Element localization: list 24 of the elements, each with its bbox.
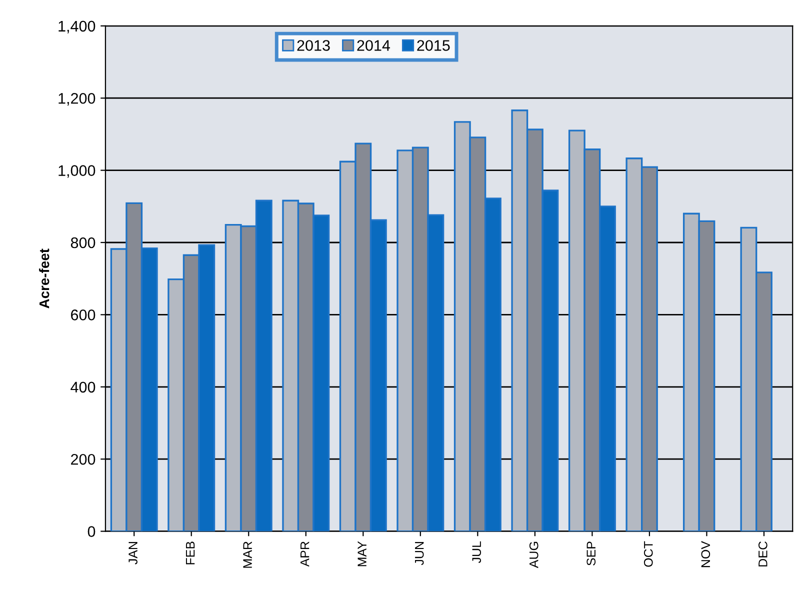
- y-tick-label: 400: [70, 382, 96, 393]
- y-tick-label: 600: [71, 310, 96, 320]
- legend-label: 2013: [297, 40, 330, 51]
- x-tick-label: JAN: [128, 542, 138, 564]
- x-tick-label: FEB: [186, 542, 195, 564]
- y-tick-label: 1,000: [58, 165, 96, 178]
- x-tick-label: OCT: [644, 541, 653, 567]
- y-tick-label: 800: [70, 237, 96, 248]
- legend-label: 2014: [357, 40, 390, 51]
- x-tick-label: SEP: [586, 542, 596, 566]
- x-tick-label: JUN: [415, 542, 424, 566]
- y-tick-label: 1,200: [58, 92, 96, 106]
- x-tick-label: DEC: [758, 541, 768, 566]
- y-tick-label: 200: [71, 454, 96, 465]
- x-tick-label: AUG: [529, 542, 538, 568]
- x-tick-label: MAR: [243, 542, 252, 568]
- x-tick-label: NOV: [701, 541, 710, 568]
- y-tick-label: 1,400: [58, 20, 96, 34]
- legend-label: 2015: [417, 40, 450, 51]
- x-tick-label: APR: [300, 542, 310, 567]
- x-tick-label: JUL: [472, 541, 482, 564]
- y-axis-title: Acre-feet: [39, 248, 50, 308]
- y-tick-label: 0: [88, 526, 96, 537]
- x-tick-label: MAY: [358, 541, 366, 566]
